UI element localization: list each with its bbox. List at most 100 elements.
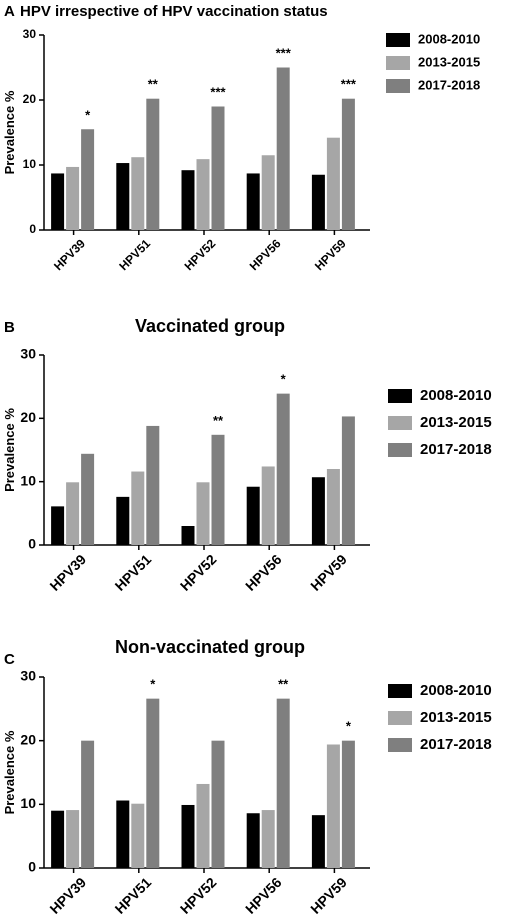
bar bbox=[66, 166, 80, 230]
y-tick-label: 20 bbox=[23, 92, 37, 106]
x-tick-label: HPV51 bbox=[112, 874, 155, 917]
x-tick-label: HPV52 bbox=[182, 236, 219, 273]
legend-label: 2008-2010 bbox=[418, 31, 480, 46]
y-tick-label: 10 bbox=[23, 157, 37, 171]
bar bbox=[246, 813, 260, 868]
x-tick-label: HPV51 bbox=[112, 551, 155, 594]
legend-swatch bbox=[386, 33, 410, 47]
bar bbox=[246, 486, 260, 545]
legend-swatch bbox=[386, 79, 410, 93]
x-tick-label: HPV59 bbox=[307, 551, 350, 594]
chart-title: Vaccinated group bbox=[135, 316, 285, 336]
x-tick-label: HPV59 bbox=[312, 236, 349, 273]
bar bbox=[261, 810, 275, 868]
x-tick-label: HPV52 bbox=[177, 551, 220, 594]
significance-label: * bbox=[85, 107, 91, 122]
chart-title: HPV irrespective of HPV vaccination stat… bbox=[20, 3, 328, 20]
bar bbox=[196, 783, 210, 868]
bar bbox=[276, 67, 290, 230]
y-axis-label: Prevalence % bbox=[2, 408, 17, 492]
bar bbox=[211, 106, 225, 230]
x-tick-label: HPV56 bbox=[242, 551, 285, 594]
significance-label: * bbox=[346, 719, 352, 734]
bar bbox=[146, 98, 160, 230]
significance-label: ** bbox=[148, 77, 159, 92]
bar bbox=[81, 740, 95, 868]
y-axis-label: Prevalence % bbox=[2, 90, 17, 174]
bar bbox=[341, 416, 355, 545]
y-tick-label: 0 bbox=[29, 222, 36, 236]
y-tick-label: 30 bbox=[20, 668, 36, 684]
bar bbox=[311, 815, 325, 868]
legend-label: 2008-2010 bbox=[420, 682, 492, 699]
bar bbox=[326, 137, 340, 230]
bar bbox=[51, 173, 65, 230]
y-tick-label: 0 bbox=[28, 536, 36, 552]
y-tick-label: 20 bbox=[20, 731, 36, 747]
bar bbox=[211, 434, 225, 545]
legend-label: 2013-2015 bbox=[420, 414, 492, 431]
x-tick-label: HPV56 bbox=[247, 236, 284, 273]
legend-label: 2017-2018 bbox=[418, 77, 480, 92]
y-tick-label: 30 bbox=[20, 346, 36, 362]
bar bbox=[276, 698, 290, 868]
bar bbox=[116, 163, 130, 230]
legend-swatch bbox=[388, 416, 412, 430]
significance-label: * bbox=[281, 372, 287, 387]
bar bbox=[326, 469, 340, 545]
significance-label: *** bbox=[210, 85, 226, 100]
x-tick-label: HPV51 bbox=[116, 236, 153, 273]
bar bbox=[131, 157, 145, 230]
bar bbox=[181, 170, 195, 230]
bar bbox=[66, 810, 80, 868]
bar bbox=[261, 466, 275, 545]
bar bbox=[51, 506, 65, 545]
bar bbox=[196, 159, 210, 230]
legend-label: 2008-2010 bbox=[420, 387, 492, 404]
bar bbox=[131, 803, 145, 868]
y-axis-label: Prevalence % bbox=[2, 730, 17, 814]
bar bbox=[311, 174, 325, 230]
y-tick-label: 10 bbox=[20, 795, 36, 811]
legend-label: 2013-2015 bbox=[420, 709, 492, 726]
x-tick-label: HPV39 bbox=[46, 874, 89, 917]
bar bbox=[131, 471, 145, 545]
bar bbox=[181, 804, 195, 868]
x-tick-label: HPV39 bbox=[51, 236, 88, 273]
y-tick-label: 20 bbox=[20, 409, 36, 425]
legend-swatch bbox=[388, 684, 412, 698]
bar bbox=[196, 482, 210, 545]
significance-label: ** bbox=[278, 677, 289, 692]
bar bbox=[81, 129, 95, 230]
y-tick-label: 0 bbox=[28, 859, 36, 875]
bar bbox=[341, 98, 355, 230]
legend-swatch bbox=[386, 56, 410, 70]
bar bbox=[211, 740, 225, 868]
legend-swatch bbox=[388, 738, 412, 752]
bar bbox=[341, 740, 355, 868]
bar bbox=[246, 173, 260, 230]
panel-label: A bbox=[4, 3, 15, 20]
bar bbox=[116, 800, 130, 868]
bar bbox=[276, 393, 290, 545]
x-tick-label: HPV52 bbox=[177, 874, 220, 917]
bar bbox=[51, 810, 65, 868]
significance-label: *** bbox=[341, 77, 357, 92]
bar bbox=[81, 453, 95, 545]
x-tick-label: HPV59 bbox=[307, 874, 350, 917]
bar bbox=[261, 155, 275, 230]
x-tick-label: HPV56 bbox=[242, 874, 285, 917]
bar bbox=[116, 496, 130, 545]
legend-label: 2017-2018 bbox=[420, 441, 492, 458]
bar bbox=[66, 482, 80, 545]
significance-label: * bbox=[150, 677, 156, 692]
legend-label: 2017-2018 bbox=[420, 736, 492, 753]
bar bbox=[146, 698, 160, 868]
significance-label: ** bbox=[213, 413, 224, 428]
y-tick-label: 30 bbox=[23, 27, 37, 41]
bar bbox=[146, 425, 160, 545]
bar bbox=[311, 477, 325, 545]
significance-label: *** bbox=[276, 46, 292, 61]
panel-label: C bbox=[4, 651, 15, 668]
